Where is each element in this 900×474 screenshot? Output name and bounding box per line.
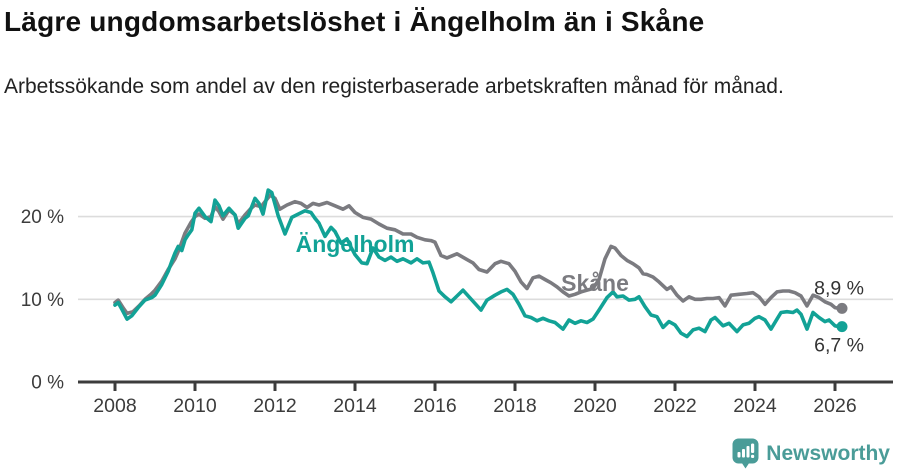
x-axis-tick-label: 2026: [813, 395, 856, 417]
skane-line: [113, 193, 841, 316]
newsworthy-wordmark: Newsworthy: [766, 441, 890, 465]
y-axis-tick-label: 20 %: [21, 207, 64, 228]
x-axis-tick-label: 2024: [733, 395, 777, 417]
x-axis-tick-label: 2020: [573, 395, 617, 417]
y-axis-tick-label: 0 %: [31, 373, 64, 394]
angelholm-end-dot: [836, 321, 848, 333]
skane-end-dot: [836, 302, 848, 314]
x-axis-tick-label: 2010: [173, 395, 217, 417]
newsworthy-icon: [732, 438, 759, 469]
x-axis-tick-label: 2016: [413, 395, 456, 417]
x-axis-tick-label: 2018: [493, 395, 536, 417]
newsworthy-logo: Newsworthy: [732, 438, 890, 469]
y-axis-tick-label: 10 %: [21, 290, 64, 311]
chart-subtitle: Arbetssökande som andel av den registerb…: [4, 75, 784, 98]
skane-end-value-label: 8,9 %: [814, 277, 864, 299]
x-axis-tick-label: 2022: [653, 395, 696, 417]
x-axis-tick-label: 2008: [93, 395, 136, 417]
angelholm-end-value-label: 6,7 %: [814, 335, 864, 357]
chart-title: Lägre ungdomsarbetslöshet i Ängelholm än…: [4, 6, 705, 37]
angelholm-line: [113, 188, 841, 339]
angelholm-series-label: Ängelholm: [296, 231, 415, 257]
skane-series-label: Skåne: [561, 270, 629, 296]
x-axis-tick-label: 2014: [333, 395, 377, 417]
x-axis-tick-label: 2012: [253, 395, 296, 417]
